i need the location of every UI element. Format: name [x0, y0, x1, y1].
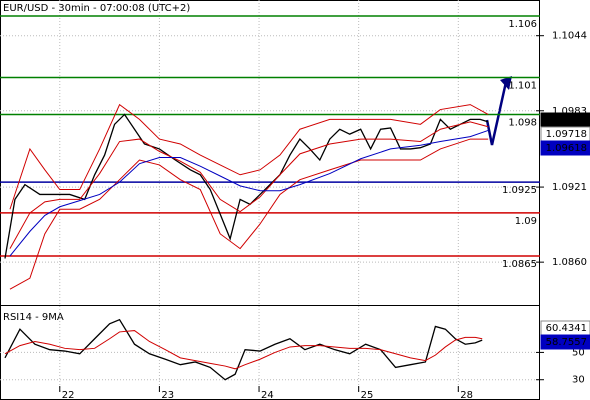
series-line — [4, 113, 489, 259]
indicator-title: RSI14 - 9MA — [3, 312, 64, 323]
price-box-label: 58.7557 — [546, 337, 587, 348]
x-tick-label: 22 — [62, 390, 75, 400]
level-label: 1.106 — [508, 19, 537, 30]
series-line — [4, 330, 483, 370]
level-label: 1.098 — [508, 117, 537, 128]
x-tick-label: 25 — [361, 390, 374, 400]
y-tick-label: 1.0983 — [552, 106, 587, 117]
forecast-arrow-head — [500, 76, 512, 90]
price-box — [540, 140, 590, 156]
series-line — [9, 103, 489, 210]
y-tick-label: 30 — [572, 375, 585, 386]
forecast-arrow — [485, 81, 508, 146]
series-line — [4, 318, 483, 381]
price-box-label: 1.09618 — [546, 143, 587, 154]
level-label: 1.0865 — [502, 259, 537, 270]
x-tick-label: 23 — [161, 390, 174, 400]
y-tick-label: 1.0860 — [552, 257, 587, 268]
price-box-label: 60.4341 — [546, 323, 587, 334]
price-box-label: 1.09718 — [546, 129, 587, 140]
series-line — [9, 138, 489, 290]
chart-title: EUR/USD - 30min - 07:00:08 (UTC+2) — [3, 3, 190, 14]
series-line — [9, 129, 489, 257]
y-tick-label: 1.0921 — [552, 182, 587, 193]
level-label: 1.101 — [508, 81, 537, 92]
x-tick-label: 28 — [460, 390, 473, 400]
price-box-label: 1.09741 — [546, 115, 587, 126]
level-label: 1.09 — [515, 216, 537, 227]
x-tick-label: 24 — [261, 390, 274, 400]
series-line — [9, 121, 489, 249]
y-tick-label: 50 — [572, 347, 585, 358]
price-box — [540, 334, 590, 350]
level-label: 1.0925 — [502, 185, 537, 196]
y-tick-label: 1.1044 — [552, 31, 587, 42]
